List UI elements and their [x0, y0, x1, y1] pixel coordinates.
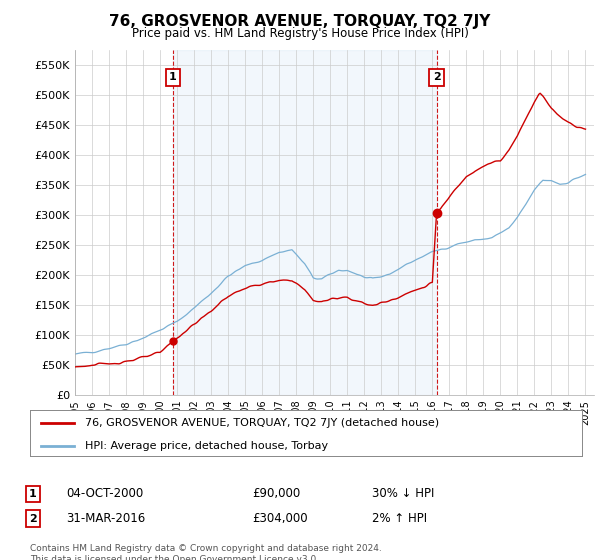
Text: 31-MAR-2016: 31-MAR-2016: [66, 512, 145, 525]
Text: 1: 1: [29, 489, 37, 499]
Text: 2: 2: [433, 72, 440, 82]
Text: 30% ↓ HPI: 30% ↓ HPI: [372, 487, 434, 501]
Text: 2: 2: [29, 514, 37, 524]
Text: 76, GROSVENOR AVENUE, TORQUAY, TQ2 7JY: 76, GROSVENOR AVENUE, TORQUAY, TQ2 7JY: [109, 14, 491, 29]
Bar: [173, 50, 437, 395]
Text: 76, GROSVENOR AVENUE, TORQUAY, TQ2 7JY (detached house): 76, GROSVENOR AVENUE, TORQUAY, TQ2 7JY (…: [85, 418, 439, 428]
Text: Contains HM Land Registry data © Crown copyright and database right 2024.
This d: Contains HM Land Registry data © Crown c…: [30, 544, 382, 560]
Text: £304,000: £304,000: [252, 512, 308, 525]
Text: HPI: Average price, detached house, Torbay: HPI: Average price, detached house, Torb…: [85, 441, 328, 451]
Text: 2% ↑ HPI: 2% ↑ HPI: [372, 512, 427, 525]
Text: £90,000: £90,000: [252, 487, 300, 501]
Text: 1: 1: [169, 72, 177, 82]
Text: 04-OCT-2000: 04-OCT-2000: [66, 487, 143, 501]
Text: Price paid vs. HM Land Registry's House Price Index (HPI): Price paid vs. HM Land Registry's House …: [131, 27, 469, 40]
